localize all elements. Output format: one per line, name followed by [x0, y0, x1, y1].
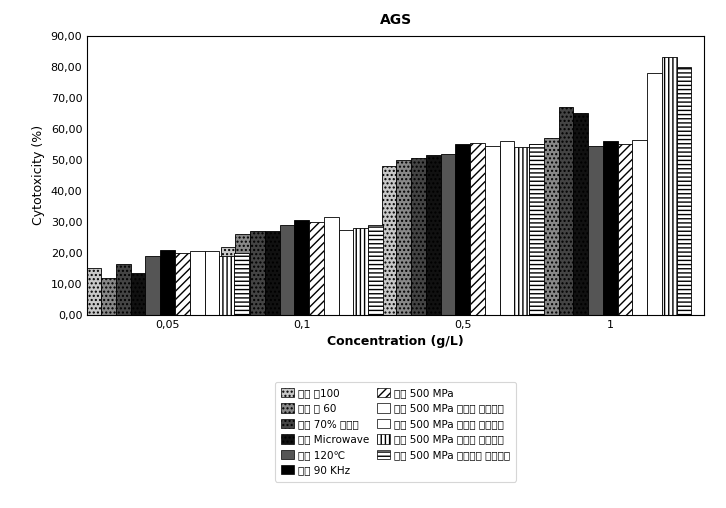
- Bar: [234, 253, 249, 315]
- Bar: [280, 225, 294, 315]
- Bar: [294, 220, 309, 315]
- Bar: [529, 144, 544, 315]
- Legend: 지치 물100, 지치 물 60, 지치 70% 에탄올, 지치 Microwave, 지치 120℃, 지치 90 KHz, 지치 500 MPa, 지치 5: 지치 물100, 지치 물 60, 지치 70% 에탄올, 지치 Microwa…: [275, 382, 516, 482]
- Bar: [647, 73, 662, 315]
- Bar: [250, 231, 265, 315]
- Bar: [116, 264, 131, 315]
- Bar: [515, 147, 529, 315]
- Bar: [309, 222, 324, 315]
- Bar: [382, 166, 396, 315]
- Bar: [189, 251, 205, 315]
- Bar: [559, 107, 574, 315]
- Bar: [677, 67, 691, 315]
- Bar: [544, 138, 559, 315]
- Bar: [618, 144, 632, 315]
- Bar: [205, 251, 219, 315]
- Bar: [265, 231, 280, 315]
- Bar: [235, 234, 250, 315]
- Bar: [160, 250, 175, 315]
- Bar: [221, 247, 235, 315]
- Bar: [324, 217, 338, 315]
- Bar: [662, 57, 677, 315]
- Bar: [499, 141, 515, 315]
- Bar: [485, 146, 499, 315]
- Bar: [145, 256, 160, 315]
- Bar: [219, 256, 234, 315]
- Bar: [368, 225, 383, 315]
- Bar: [588, 146, 603, 315]
- Bar: [175, 253, 189, 315]
- Bar: [411, 158, 426, 315]
- Bar: [603, 141, 618, 315]
- Bar: [441, 153, 455, 315]
- Bar: [338, 230, 354, 315]
- Bar: [455, 144, 470, 315]
- Bar: [529, 144, 544, 315]
- Bar: [86, 268, 101, 315]
- X-axis label: Concentration (g/L): Concentration (g/L): [327, 335, 464, 348]
- Bar: [396, 160, 411, 315]
- Bar: [131, 273, 145, 315]
- Bar: [470, 143, 485, 315]
- Title: AGS: AGS: [380, 13, 412, 27]
- Bar: [574, 113, 588, 315]
- Bar: [426, 155, 441, 315]
- Y-axis label: Cytotoxicity (%): Cytotoxicity (%): [32, 125, 45, 226]
- Bar: [354, 228, 368, 315]
- Bar: [101, 278, 116, 315]
- Bar: [632, 140, 647, 315]
